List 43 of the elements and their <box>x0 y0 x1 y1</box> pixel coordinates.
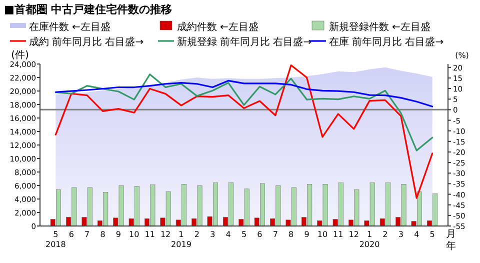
x-tick-label: 4 <box>226 230 231 239</box>
x-tick-label: 12 <box>348 230 359 239</box>
x-tick-label: 2 <box>194 230 200 239</box>
x-tick-label: 5 <box>430 230 435 239</box>
x-axis-title: 月年 <box>446 229 456 252</box>
text: 右目盛→ <box>405 36 444 48</box>
legend-label: 在庫 前年同月比 <box>329 36 402 48</box>
text: ←左目盛 <box>220 21 258 33</box>
x-tick-label: 8 <box>288 230 294 239</box>
x-tick-label: 3 <box>210 230 216 239</box>
x-tick-label: 12 <box>160 230 171 239</box>
line-series <box>54 80 434 108</box>
x-tick-label: 5 <box>241 230 247 239</box>
text: ←左目盛 <box>392 21 430 33</box>
line-series <box>54 64 434 199</box>
x-tick-label: 11 <box>144 230 155 239</box>
x-tick-label: 7 <box>272 230 278 239</box>
x-tick-label: 4 <box>414 230 420 239</box>
x-tick-label: 10 <box>317 230 328 239</box>
x-tick-label: 8 <box>100 230 106 239</box>
x-tick-label: 9 <box>304 230 310 239</box>
x-tick-label: 6 <box>257 230 262 239</box>
y2-axis-title: (%) <box>455 51 469 60</box>
x-tick-label: 6 <box>68 230 74 239</box>
x-tick-label: 5 2018 <box>46 230 66 249</box>
x-tick-label: 7 <box>84 230 90 239</box>
x-tick-label: 10 <box>129 230 140 239</box>
legend-label: 成約件数 <box>177 21 217 33</box>
x-tick-label: 1 2020 <box>359 230 380 249</box>
legend-label: 在庫件数 <box>29 21 69 33</box>
y-axis-title: (件) <box>11 50 29 61</box>
x-tick-label: 11 <box>333 230 344 239</box>
legend-label: 新規登録 前年同月比 <box>177 36 270 48</box>
text: ←左目盛 <box>72 21 110 33</box>
legend-label: 成約 前年同月比 <box>29 36 102 48</box>
x-tick-label: 2 <box>382 230 388 239</box>
chart-title: ■首都圏 中古戸建住宅件数の推移 <box>4 3 172 16</box>
text: 右目盛→ <box>105 36 144 48</box>
x-tick-label: 3 <box>398 230 404 239</box>
x-tick-label: 1 2019 <box>171 230 192 249</box>
line-series <box>54 74 434 152</box>
x-tick-label: 9 <box>116 230 122 239</box>
legend-label: 新規登録件数 <box>329 21 389 33</box>
